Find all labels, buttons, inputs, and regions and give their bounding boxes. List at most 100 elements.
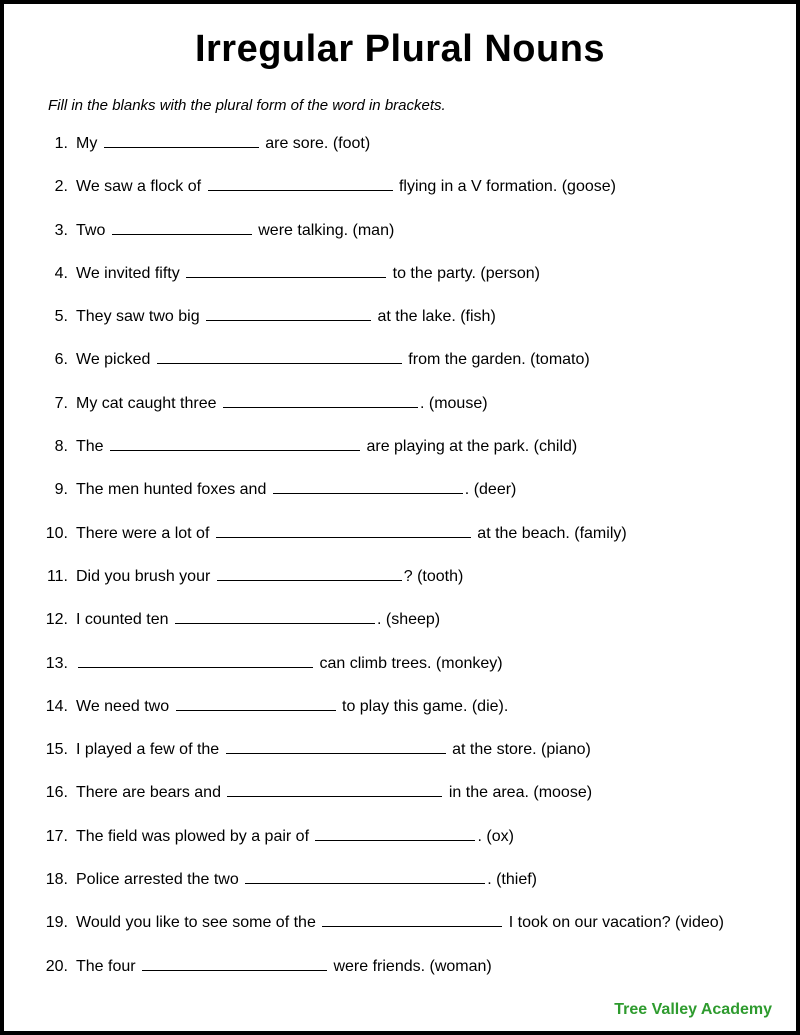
- question-item: 15.I played a few of the at the store. (…: [44, 738, 756, 761]
- fill-blank[interactable]: [322, 911, 502, 927]
- question-text: My cat caught three . (mouse): [76, 392, 756, 415]
- question-number: 19.: [44, 913, 76, 934]
- question-after-text: were friends.: [329, 958, 425, 975]
- fill-blank[interactable]: [175, 608, 375, 624]
- question-before-text: Did you brush your: [76, 568, 215, 585]
- question-text: Did you brush your ? (tooth): [76, 565, 756, 588]
- question-before-text: The men hunted foxes and: [76, 481, 271, 498]
- question-item: 10.There were a lot of at the beach. (fa…: [44, 522, 756, 545]
- question-after-text: from the garden.: [404, 351, 526, 368]
- question-hint: (mouse): [424, 395, 487, 412]
- question-after-text: I took on our vacation?: [504, 914, 670, 931]
- question-hint: (goose): [557, 178, 616, 195]
- fill-blank[interactable]: [186, 262, 386, 278]
- question-text: My are sore. (foot): [76, 132, 756, 155]
- question-hint: (ox): [482, 828, 514, 845]
- fill-blank[interactable]: [227, 781, 442, 797]
- question-hint: (die).: [467, 698, 508, 715]
- question-before-text: My: [76, 135, 102, 152]
- question-before-text: We invited fifty: [76, 265, 184, 282]
- question-text: The field was plowed by a pair of . (ox): [76, 825, 756, 848]
- fill-blank[interactable]: [226, 738, 446, 754]
- fill-blank[interactable]: [245, 868, 485, 884]
- question-item: 20.The four were friends. (woman): [44, 955, 756, 978]
- question-item: 19.Would you like to see some of the I t…: [44, 911, 756, 934]
- question-text: The are playing at the park. (child): [76, 435, 756, 458]
- question-text: Would you like to see some of the I took…: [76, 911, 756, 934]
- question-item: 17.The field was plowed by a pair of . (…: [44, 825, 756, 848]
- question-item: 13. can climb trees. (monkey): [44, 652, 756, 675]
- question-item: 18.Police arrested the two . (thief): [44, 868, 756, 891]
- question-text: They saw two big at the lake. (fish): [76, 305, 756, 328]
- fill-blank[interactable]: [142, 955, 327, 971]
- question-hint: (family): [570, 525, 627, 542]
- question-item: 14.We need two to play this game. (die).: [44, 695, 756, 718]
- question-number: 3.: [44, 221, 76, 242]
- question-text: We picked from the garden. (tomato): [76, 348, 756, 371]
- fill-blank[interactable]: [176, 695, 336, 711]
- question-number: 1.: [44, 134, 76, 155]
- page-title: Irregular Plural Nouns: [44, 28, 756, 71]
- question-after-text: can climb trees.: [315, 655, 431, 672]
- fill-blank[interactable]: [157, 348, 402, 364]
- question-number: 10.: [44, 524, 76, 545]
- question-before-text: My cat caught three: [76, 395, 221, 412]
- question-text: We need two to play this game. (die).: [76, 695, 756, 718]
- fill-blank[interactable]: [78, 652, 313, 668]
- question-hint: (foot): [328, 135, 370, 152]
- question-number: 13.: [44, 654, 76, 675]
- question-text: We saw a flock of flying in a V formatio…: [76, 175, 756, 198]
- question-number: 4.: [44, 264, 76, 285]
- question-after-text: are playing at the park.: [362, 438, 529, 455]
- question-after-text: at the beach.: [473, 525, 570, 542]
- question-text: There are bears and in the area. (moose): [76, 781, 756, 804]
- fill-blank[interactable]: [223, 392, 418, 408]
- question-number: 12.: [44, 610, 76, 631]
- question-before-text: Police arrested the two: [76, 871, 243, 888]
- fill-blank[interactable]: [206, 305, 371, 321]
- question-text: We invited fifty to the party. (person): [76, 262, 756, 285]
- question-hint: (moose): [529, 784, 592, 801]
- question-hint: (deer): [469, 481, 516, 498]
- question-before-text: Would you like to see some of the: [76, 914, 320, 931]
- instructions-text: Fill in the blanks with the plural form …: [44, 97, 756, 114]
- question-before-text: We need two: [76, 698, 174, 715]
- question-hint: (video): [671, 914, 724, 931]
- fill-blank[interactable]: [112, 219, 252, 235]
- fill-blank[interactable]: [110, 435, 360, 451]
- fill-blank[interactable]: [104, 132, 259, 148]
- question-text: I played a few of the at the store. (pia…: [76, 738, 756, 761]
- fill-blank[interactable]: [208, 175, 393, 191]
- question-item: 4.We invited fifty to the party. (person…: [44, 262, 756, 285]
- question-item: 7.My cat caught three . (mouse): [44, 392, 756, 415]
- question-after-text: at the lake.: [373, 308, 456, 325]
- question-before-text: We saw a flock of: [76, 178, 206, 195]
- question-number: 16.: [44, 783, 76, 804]
- fill-blank[interactable]: [315, 825, 475, 841]
- fill-blank[interactable]: [216, 522, 471, 538]
- question-before-text: The: [76, 438, 108, 455]
- question-item: 12.I counted ten . (sheep): [44, 608, 756, 631]
- question-after-text: to play this game.: [338, 698, 468, 715]
- question-number: 6.: [44, 350, 76, 371]
- question-item: 2.We saw a flock of flying in a V format…: [44, 175, 756, 198]
- question-hint: (tomato): [526, 351, 590, 368]
- fill-blank[interactable]: [217, 565, 402, 581]
- question-before-text: The four: [76, 958, 140, 975]
- question-hint: (tooth): [413, 568, 464, 585]
- question-number: 14.: [44, 697, 76, 718]
- question-before-text: They saw two big: [76, 308, 204, 325]
- fill-blank[interactable]: [273, 478, 463, 494]
- question-text: There were a lot of at the beach. (famil…: [76, 522, 756, 545]
- question-before-text: We picked: [76, 351, 155, 368]
- question-item: 5.They saw two big at the lake. (fish): [44, 305, 756, 328]
- question-after-text: were talking.: [254, 222, 348, 239]
- question-item: 16.There are bears and in the area. (moo…: [44, 781, 756, 804]
- question-hint: (man): [348, 222, 394, 239]
- question-hint: (thief): [492, 871, 537, 888]
- question-item: 3.Two were talking. (man): [44, 219, 756, 242]
- question-after-text: in the area.: [444, 784, 529, 801]
- question-after-text: flying in a V formation.: [395, 178, 558, 195]
- question-number: 7.: [44, 394, 76, 415]
- question-text: can climb trees. (monkey): [76, 652, 756, 675]
